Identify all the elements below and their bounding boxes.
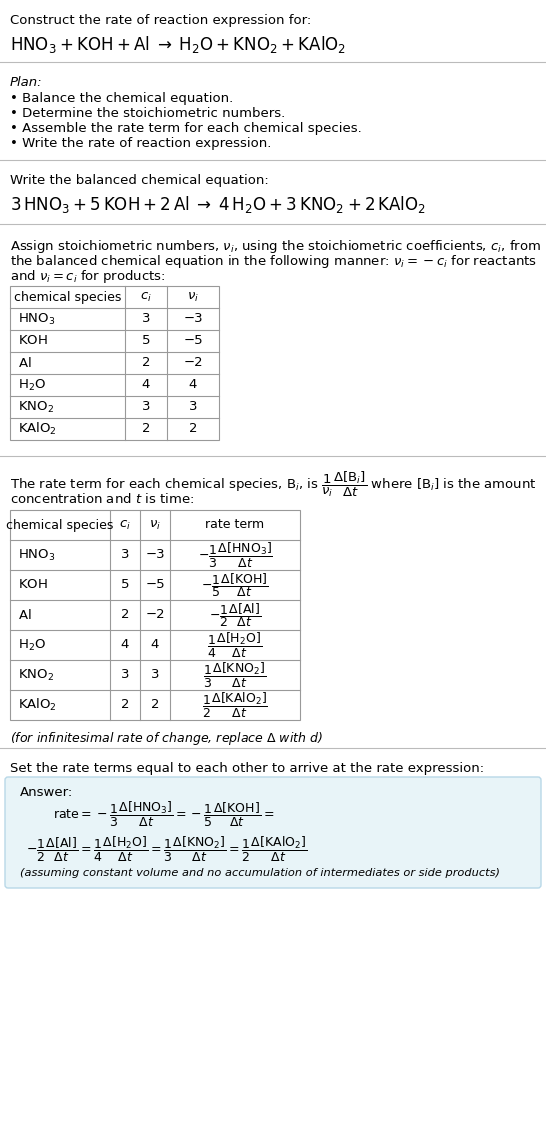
Text: $c_i$: $c_i$ bbox=[140, 291, 152, 303]
Text: chemical species: chemical species bbox=[14, 291, 121, 303]
Text: Write the balanced chemical equation:: Write the balanced chemical equation: bbox=[10, 174, 269, 187]
Text: rate term: rate term bbox=[205, 518, 265, 532]
Text: concentration and $t$ is time:: concentration and $t$ is time: bbox=[10, 492, 194, 506]
FancyBboxPatch shape bbox=[5, 777, 541, 888]
Text: Construct the rate of reaction expression for:: Construct the rate of reaction expressio… bbox=[10, 14, 311, 27]
Text: $-\dfrac{1}{3}\dfrac{\Delta[\mathrm{HNO_3}]}{\Delta t}$: $-\dfrac{1}{3}\dfrac{\Delta[\mathrm{HNO_… bbox=[198, 541, 272, 569]
Text: $\mathrm{HNO_3}$: $\mathrm{HNO_3}$ bbox=[18, 548, 56, 562]
Text: −5: −5 bbox=[145, 578, 165, 592]
Text: • Write the rate of reaction expression.: • Write the rate of reaction expression. bbox=[10, 137, 271, 150]
Text: −3: −3 bbox=[183, 312, 203, 326]
Text: 2: 2 bbox=[151, 699, 159, 711]
Text: The rate term for each chemical species, $\mathrm{B}_i$, is $\dfrac{1}{\nu_i}\df: The rate term for each chemical species,… bbox=[10, 470, 536, 500]
Text: Answer:: Answer: bbox=[20, 786, 73, 799]
Text: • Assemble the rate term for each chemical species.: • Assemble the rate term for each chemic… bbox=[10, 122, 362, 135]
Text: $-\dfrac{1}{5}\dfrac{\Delta[\mathrm{KOH}]}{\Delta t}$: $-\dfrac{1}{5}\dfrac{\Delta[\mathrm{KOH}… bbox=[201, 571, 269, 599]
Text: −3: −3 bbox=[145, 549, 165, 561]
Text: the balanced chemical equation in the following manner: $\nu_i = -c_i$ for react: the balanced chemical equation in the fo… bbox=[10, 253, 537, 270]
Text: (for infinitesimal rate of change, replace $\Delta$ with $d$): (for infinitesimal rate of change, repla… bbox=[10, 730, 323, 747]
Text: • Determine the stoichiometric numbers.: • Determine the stoichiometric numbers. bbox=[10, 107, 285, 120]
Text: $\mathrm{KAlO_2}$: $\mathrm{KAlO_2}$ bbox=[18, 421, 57, 437]
Text: 2: 2 bbox=[189, 423, 197, 435]
Text: $\mathrm{Al}$: $\mathrm{Al}$ bbox=[18, 356, 32, 370]
Text: $\mathrm{H_2O}$: $\mathrm{H_2O}$ bbox=[18, 637, 46, 652]
Text: $\mathrm{HNO_3}$: $\mathrm{HNO_3}$ bbox=[18, 311, 56, 326]
Text: chemical species: chemical species bbox=[7, 518, 114, 532]
Text: $\mathrm{rate} = -\dfrac{1}{3}\dfrac{\Delta[\mathrm{HNO_3}]}{\Delta t} = -\dfrac: $\mathrm{rate} = -\dfrac{1}{3}\dfrac{\De… bbox=[53, 800, 274, 829]
Text: • Balance the chemical equation.: • Balance the chemical equation. bbox=[10, 92, 233, 105]
Text: 4: 4 bbox=[189, 378, 197, 392]
Text: −5: −5 bbox=[183, 334, 203, 348]
Text: 5: 5 bbox=[121, 578, 129, 592]
Text: Assign stoichiometric numbers, $\nu_i$, using the stoichiometric coefficients, $: Assign stoichiometric numbers, $\nu_i$, … bbox=[10, 239, 541, 254]
Text: $\mathrm{KAlO_2}$: $\mathrm{KAlO_2}$ bbox=[18, 698, 57, 713]
Text: Set the rate terms equal to each other to arrive at the rate expression:: Set the rate terms equal to each other t… bbox=[10, 762, 484, 775]
Text: $\mathrm{H_2O}$: $\mathrm{H_2O}$ bbox=[18, 377, 46, 393]
Text: 3: 3 bbox=[142, 401, 150, 414]
Text: −2: −2 bbox=[183, 357, 203, 369]
Bar bbox=[10, 286, 219, 440]
Text: $\dfrac{1}{4}\dfrac{\Delta[\mathrm{H_2O}]}{\Delta t}$: $\dfrac{1}{4}\dfrac{\Delta[\mathrm{H_2O}… bbox=[207, 630, 263, 660]
Text: 3: 3 bbox=[121, 549, 129, 561]
Text: $\mathregular{HNO_3 + KOH + Al} \;\rightarrow\; \mathregular{H_2O + KNO_2 + KAlO: $\mathregular{HNO_3 + KOH + Al} \;\right… bbox=[10, 34, 346, 55]
Text: $\mathrm{KOH}$: $\mathrm{KOH}$ bbox=[18, 578, 48, 592]
Text: 3: 3 bbox=[151, 668, 159, 682]
Text: 2: 2 bbox=[142, 423, 150, 435]
Text: 3: 3 bbox=[121, 668, 129, 682]
Text: −2: −2 bbox=[145, 609, 165, 621]
Text: $\mathrm{Al}$: $\mathrm{Al}$ bbox=[18, 608, 32, 623]
Text: $\mathregular{3\,HNO_3 + 5\,KOH + 2\,Al} \;\rightarrow\; \mathregular{4\,H_2O + : $\mathregular{3\,HNO_3 + 5\,KOH + 2\,Al}… bbox=[10, 194, 426, 215]
Bar bbox=[10, 510, 300, 720]
Text: $\nu_i$: $\nu_i$ bbox=[187, 291, 199, 303]
Text: (assuming constant volume and no accumulation of intermediates or side products): (assuming constant volume and no accumul… bbox=[20, 868, 500, 878]
Text: 4: 4 bbox=[121, 638, 129, 652]
Text: 4: 4 bbox=[142, 378, 150, 392]
Text: $c_i$: $c_i$ bbox=[119, 518, 131, 532]
Text: $-\dfrac{1}{2}\dfrac{\Delta[\mathrm{Al}]}{\Delta t}$: $-\dfrac{1}{2}\dfrac{\Delta[\mathrm{Al}]… bbox=[209, 601, 261, 629]
Text: $\nu_i$: $\nu_i$ bbox=[149, 518, 161, 532]
Text: $-\dfrac{1}{2}\dfrac{\Delta[\mathrm{Al}]}{\Delta t} = \dfrac{1}{4}\dfrac{\Delta[: $-\dfrac{1}{2}\dfrac{\Delta[\mathrm{Al}]… bbox=[26, 835, 307, 864]
Text: $\mathrm{KOH}$: $\mathrm{KOH}$ bbox=[18, 334, 48, 348]
Text: 3: 3 bbox=[142, 312, 150, 326]
Text: Plan:: Plan: bbox=[10, 76, 43, 89]
Text: 3: 3 bbox=[189, 401, 197, 414]
Text: $\dfrac{1}{3}\dfrac{\Delta[\mathrm{KNO_2}]}{\Delta t}$: $\dfrac{1}{3}\dfrac{\Delta[\mathrm{KNO_2… bbox=[203, 660, 266, 690]
Text: $\dfrac{1}{2}\dfrac{\Delta[\mathrm{KAlO_2}]}{\Delta t}$: $\dfrac{1}{2}\dfrac{\Delta[\mathrm{KAlO_… bbox=[202, 691, 268, 719]
Text: and $\nu_i = c_i$ for products:: and $\nu_i = c_i$ for products: bbox=[10, 268, 165, 285]
Text: 4: 4 bbox=[151, 638, 159, 652]
Text: 2: 2 bbox=[121, 699, 129, 711]
Text: 2: 2 bbox=[121, 609, 129, 621]
Text: 2: 2 bbox=[142, 357, 150, 369]
Text: $\mathrm{KNO_2}$: $\mathrm{KNO_2}$ bbox=[18, 400, 54, 415]
Text: $\mathrm{KNO_2}$: $\mathrm{KNO_2}$ bbox=[18, 668, 54, 683]
Text: 5: 5 bbox=[142, 334, 150, 348]
